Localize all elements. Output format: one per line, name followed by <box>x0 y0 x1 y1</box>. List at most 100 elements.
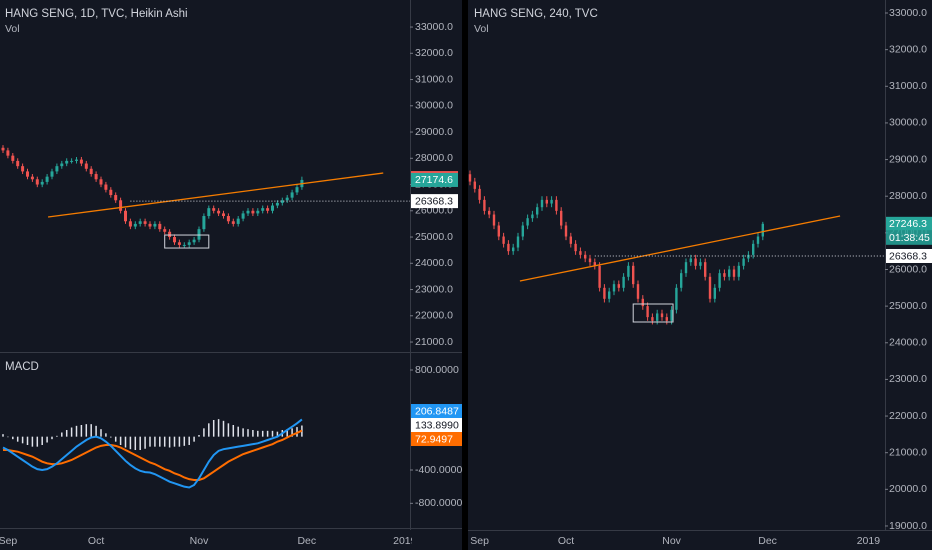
candle-body <box>35 179 39 185</box>
candle-body <box>114 195 118 201</box>
candle-body <box>598 265 601 288</box>
candle-body <box>536 207 539 215</box>
candle-body <box>177 242 181 245</box>
candle-body <box>670 309 673 321</box>
candle-body <box>251 210 255 214</box>
candle-body <box>728 269 731 277</box>
candle-body <box>158 223 162 230</box>
histogram-bar <box>222 420 225 437</box>
candle-body <box>478 188 481 200</box>
value-label-bg <box>411 432 462 447</box>
candle-body <box>752 243 755 255</box>
histogram-bar <box>149 436 151 447</box>
histogram-bar <box>129 436 132 450</box>
histogram-bar <box>217 419 220 437</box>
plot-area <box>1 145 410 249</box>
candle-body <box>747 254 750 259</box>
y-tick-label: 25000.0 <box>889 300 927 312</box>
y-tick-label: 800.0000 <box>415 364 459 376</box>
candle-body <box>646 306 649 318</box>
histogram-bar <box>242 428 244 437</box>
y-tick-label: 22000.0 <box>415 310 453 322</box>
chart-title: HANG SENG, 1D, TVC, Heikin Ashi <box>5 8 188 20</box>
histogram-bar <box>7 436 9 438</box>
candle-body <box>627 265 630 277</box>
candle-body <box>564 225 568 237</box>
candle-body <box>656 313 659 321</box>
candle-body <box>492 214 496 226</box>
candle-body <box>109 189 113 196</box>
candle-body <box>212 208 216 211</box>
histogram-bar <box>41 436 43 445</box>
candle-body <box>651 317 654 321</box>
candle-body <box>290 192 294 198</box>
annotation-box <box>164 234 210 249</box>
y-tick-label: 25000.0 <box>415 231 453 243</box>
histogram-bar <box>75 425 78 437</box>
candle-body <box>468 174 472 182</box>
candle-body <box>617 284 620 288</box>
candle-body <box>202 216 206 230</box>
macd-line <box>2 418 303 489</box>
candle-body <box>526 218 529 226</box>
candle-body <box>632 265 635 285</box>
candle-body <box>560 210 563 226</box>
histogram-bar <box>193 436 195 442</box>
candle-body <box>718 273 721 288</box>
candle-body <box>256 210 260 214</box>
y-tick-label: -400.0000 <box>415 464 462 476</box>
price-label: 27246.3 <box>889 218 927 230</box>
y-tick-label: 24000.0 <box>415 257 453 269</box>
candle-body <box>540 199 544 208</box>
candle-body <box>723 273 726 277</box>
y-tick-label: 23000.0 <box>889 373 927 385</box>
y-tick-label: 20000.0 <box>889 483 927 495</box>
histogram-bar <box>261 430 264 437</box>
y-tick-label: 28000.0 <box>889 190 927 202</box>
indicator-label: Vol <box>474 23 489 35</box>
candle-body <box>704 262 707 277</box>
candle-body <box>148 223 152 227</box>
candle-body <box>584 254 587 259</box>
candle-body <box>207 208 211 217</box>
candle-body <box>163 229 167 232</box>
candle-body <box>684 262 688 274</box>
candle-body <box>55 166 59 172</box>
candle-body <box>1 147 5 151</box>
price-label-bg <box>411 172 458 187</box>
histogram-bar <box>183 436 186 446</box>
y-tick-label: 19000.0 <box>889 520 927 532</box>
candle-body <box>89 168 93 175</box>
candle-body <box>521 225 524 237</box>
candle-body <box>699 262 702 266</box>
histogram-bar <box>163 436 166 447</box>
y-tick-label: 32000.0 <box>415 47 453 59</box>
candle-body <box>550 199 553 204</box>
histogram-bar <box>85 424 88 437</box>
histogram-bar <box>208 423 210 437</box>
countdown-bg <box>886 230 932 245</box>
candle-body <box>612 284 616 292</box>
histogram-bar <box>119 436 122 445</box>
candle-body <box>138 221 142 224</box>
candle-body <box>26 171 29 177</box>
x-tick-label: Oct <box>88 535 104 547</box>
histogram-bar <box>188 436 190 445</box>
candle-body <box>231 221 235 224</box>
histogram-bar <box>266 430 269 437</box>
candle-body <box>675 287 678 310</box>
histogram-bar <box>227 423 230 437</box>
price-label: 26368.3 <box>415 195 453 207</box>
histogram-bar <box>173 436 176 447</box>
annotation-box <box>632 303 674 323</box>
candle-body <box>266 208 270 211</box>
y-tick-label: 33000.0 <box>889 7 927 19</box>
y-tick-label: 21000.0 <box>889 446 927 458</box>
candle-body <box>168 231 172 238</box>
candle-body <box>99 179 103 185</box>
histogram-bar <box>198 435 200 437</box>
histogram-bar <box>51 436 53 440</box>
y-tick-label: 24000.0 <box>889 337 927 349</box>
